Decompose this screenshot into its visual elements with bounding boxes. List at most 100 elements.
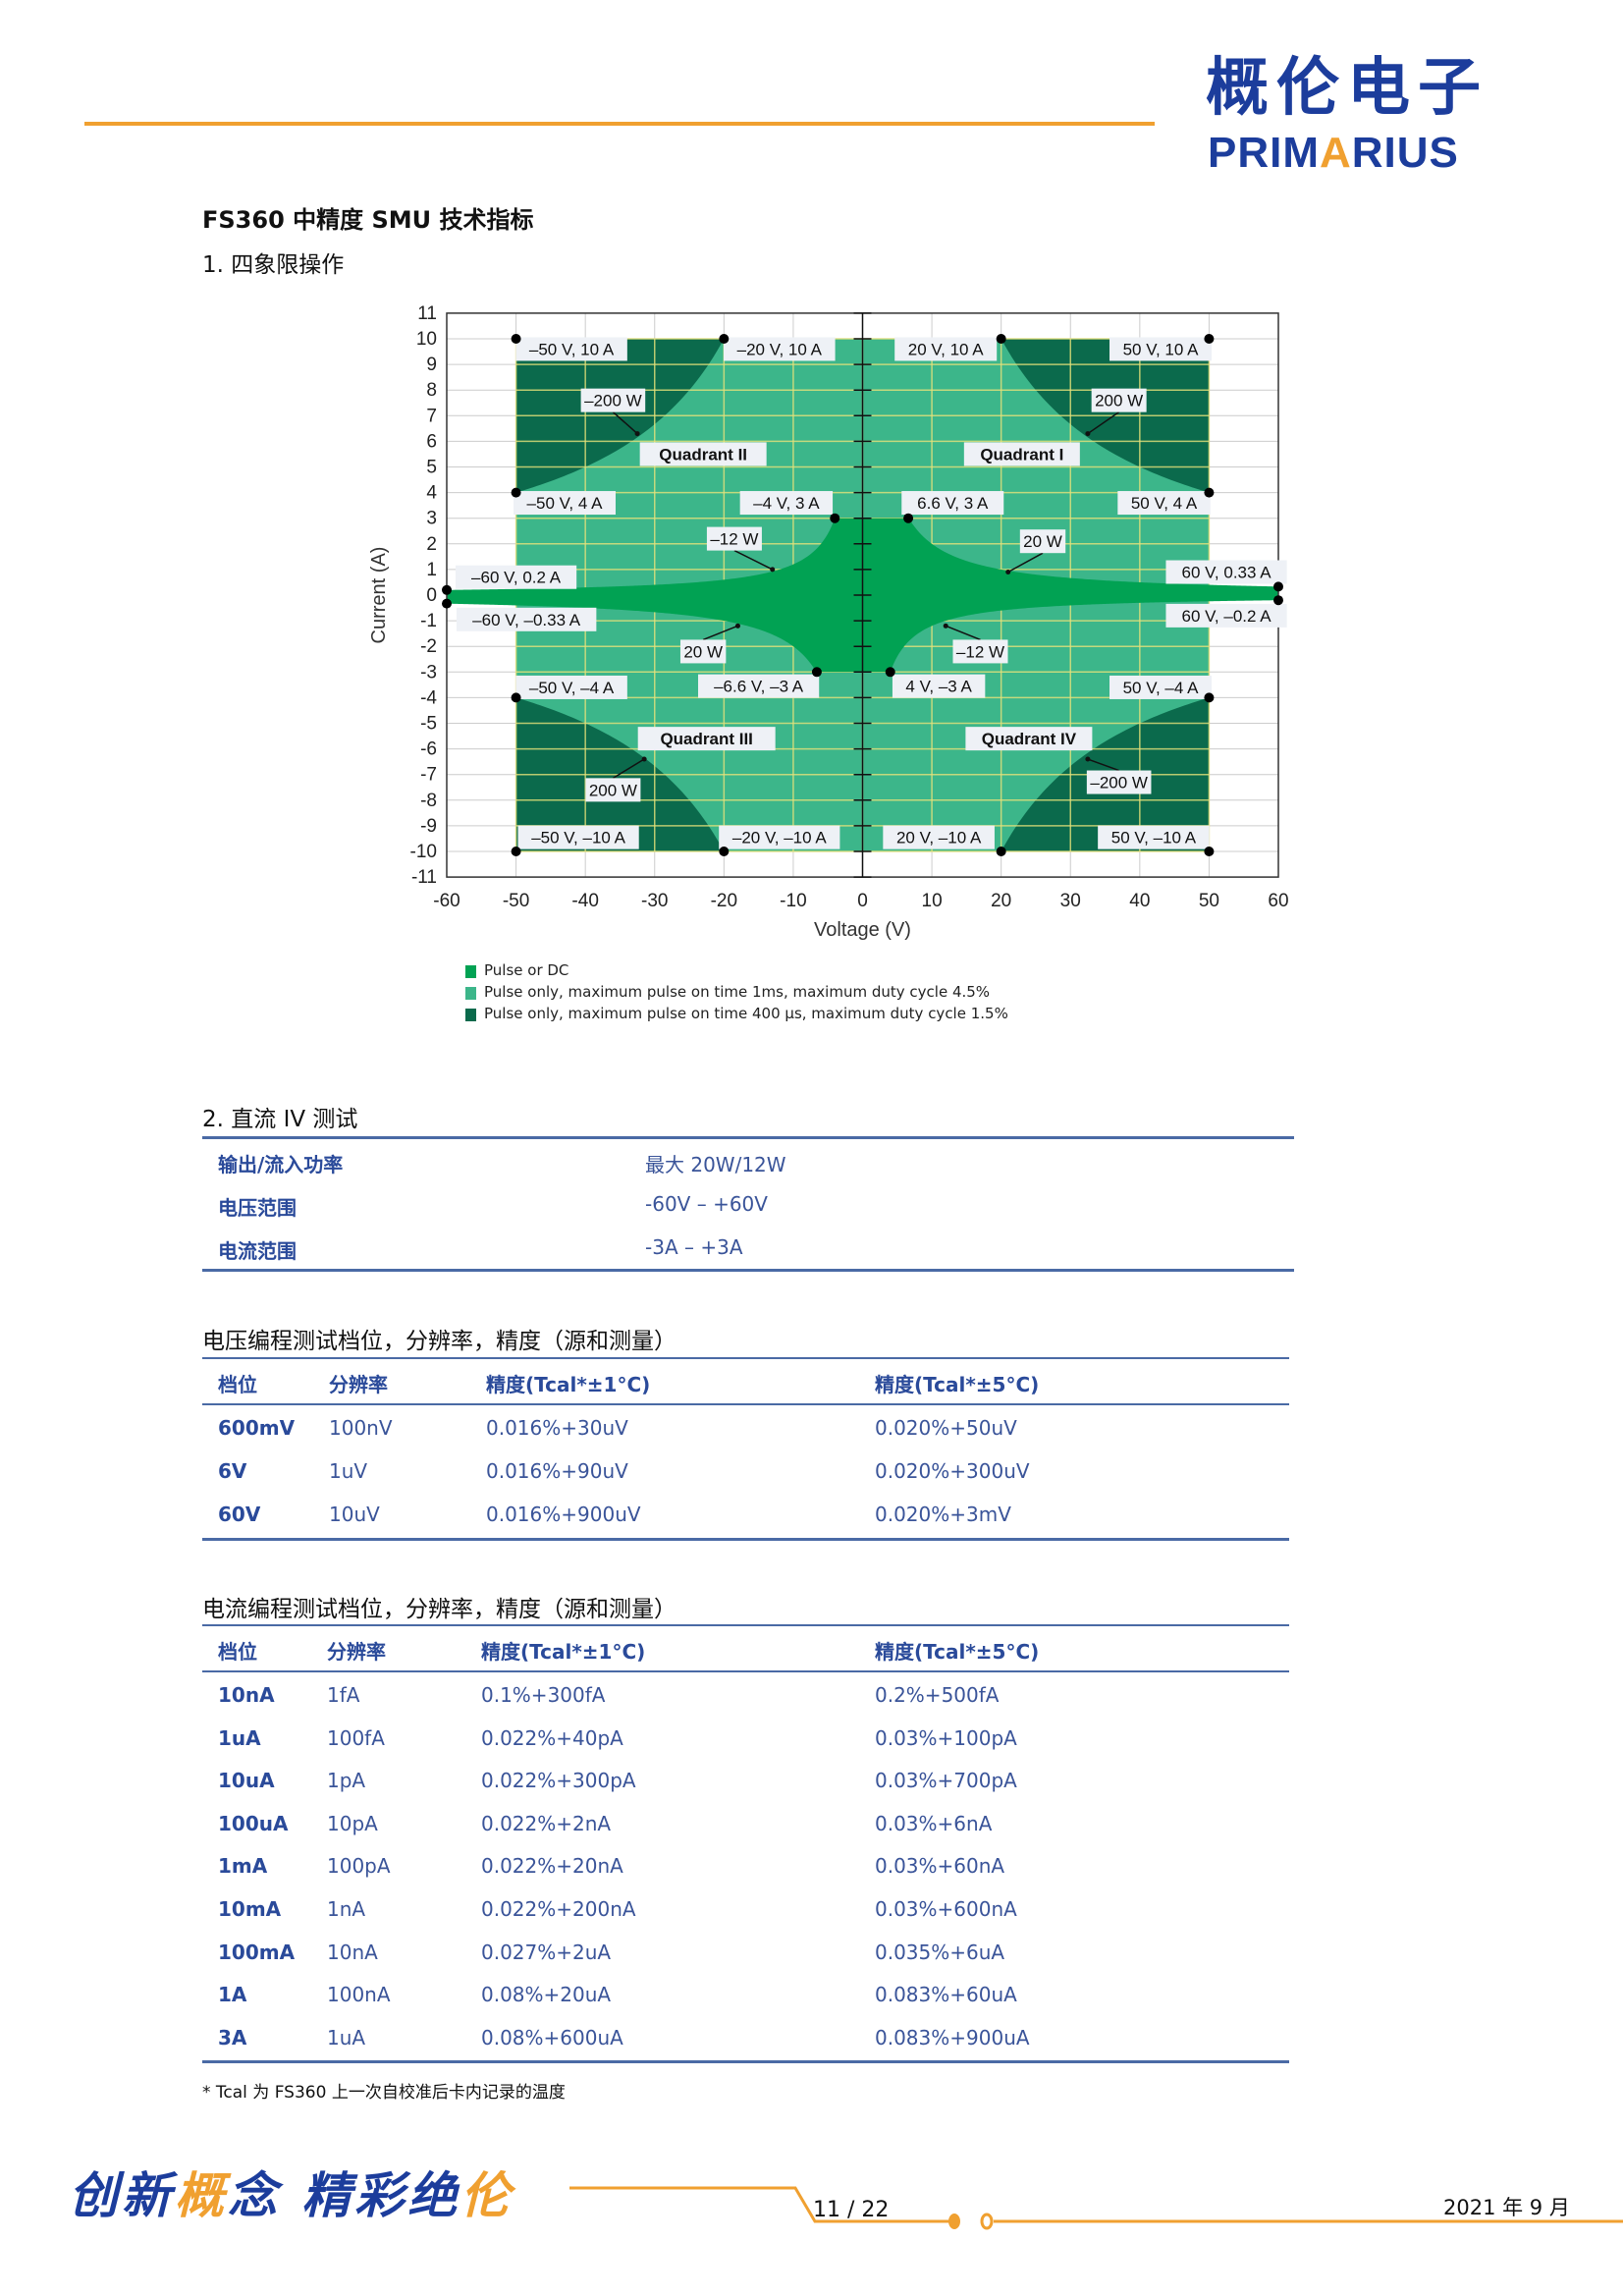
table-rule xyxy=(202,1357,1289,1359)
y-tick-label: -4 xyxy=(420,687,437,708)
table-cell: 0.027%+2uA xyxy=(481,1940,612,1964)
data-point xyxy=(511,692,521,703)
x-tick-label: 60 xyxy=(1268,891,1288,911)
spec-label: 电流范围 xyxy=(218,1239,297,1263)
annotation-arrow xyxy=(1087,758,1119,772)
annotation-box xyxy=(901,491,1004,516)
legend-label: Pulse or DC xyxy=(484,961,569,979)
annotation-label: –50 V, –10 A xyxy=(531,829,625,847)
company-logo-cn: 概伦电子 xyxy=(1206,52,1488,125)
table-cell: 0.020%+50uV xyxy=(875,1416,1017,1440)
logo-text: PRIM xyxy=(1208,129,1320,177)
x-tick-label: -30 xyxy=(641,891,668,911)
annotation-box xyxy=(1086,770,1152,794)
arrow-head xyxy=(770,567,776,573)
y-tick-label: -6 xyxy=(420,739,437,760)
range-cell: 1mA xyxy=(218,1854,268,1879)
arrow-head xyxy=(634,431,640,437)
annotation-box xyxy=(719,825,840,849)
company-logo-en: PRIMARIUS xyxy=(1208,132,1459,175)
annotation-label: 20 W xyxy=(1023,532,1062,551)
table-cell: 100fA xyxy=(327,1725,385,1750)
y-tick-label: -7 xyxy=(420,765,437,786)
table-cell: 0.03%+600nA xyxy=(875,1897,1017,1921)
annotation-label: 50 V, –4 A xyxy=(1123,679,1200,697)
column-header: 精度(Tcal*±5°C) xyxy=(875,1373,1040,1396)
data-point xyxy=(442,598,452,609)
data-point xyxy=(442,584,452,595)
logo-text: RIUS xyxy=(1351,129,1459,177)
table-rule xyxy=(202,1624,1289,1626)
data-point xyxy=(719,847,730,856)
annotation-box xyxy=(585,778,641,802)
table-rule xyxy=(202,1403,1289,1405)
table-cell: 1uV xyxy=(329,1459,368,1483)
annotation-box xyxy=(1019,529,1066,554)
range-cell: 10nA xyxy=(218,1683,275,1707)
range-cell: 100uA xyxy=(218,1811,289,1835)
annotation-label: 200 W xyxy=(1095,392,1143,410)
x-tick-label: -40 xyxy=(571,891,598,911)
slogan-text: 伦 xyxy=(460,2166,514,2224)
x-tick-label: -20 xyxy=(711,891,737,911)
y-tick-label: 2 xyxy=(426,534,437,555)
data-point xyxy=(811,667,822,678)
annotation-box xyxy=(1098,825,1210,849)
annotation-box xyxy=(724,337,836,361)
table-cell: 0.022%+40pA xyxy=(481,1725,623,1750)
table-cell: 0.2%+500fA xyxy=(875,1683,1000,1707)
table-cell: 0.08%+600uA xyxy=(481,2025,623,2050)
quadrant-label: Quadrant III xyxy=(660,730,752,748)
section-heading-dc-iv: 2. 直流 IV 测试 xyxy=(202,1107,358,1132)
data-point xyxy=(1204,692,1215,703)
annotation-arrow xyxy=(702,625,738,641)
annotation-label: –12 W xyxy=(956,642,1004,661)
annotation-box xyxy=(965,727,1093,751)
data-point xyxy=(903,513,914,523)
four-quadrant-chart: -60 -50 -40 -30 -20 -10 0 10 20 30 40 50 60-11-10-9-… xyxy=(368,303,1289,941)
table-cell: 1fA xyxy=(327,1683,360,1707)
column-header: 档位 xyxy=(218,1640,257,1664)
table-cell: 100pA xyxy=(327,1854,391,1879)
slogan: 创新概念 精彩绝伦 xyxy=(69,2157,514,2227)
data-point xyxy=(996,847,1006,856)
slogan-text: 创新 xyxy=(69,2166,175,2224)
y-tick-label: -10 xyxy=(410,842,437,862)
data-point xyxy=(885,667,895,678)
footer-decoration xyxy=(569,2186,1623,2230)
legend-swatch xyxy=(465,965,476,978)
section-heading-quadrant: 1. 四象限操作 xyxy=(202,252,345,278)
y-tick-label: 8 xyxy=(426,380,437,401)
annotation-box xyxy=(894,337,998,361)
x-tick-label: 40 xyxy=(1129,891,1150,911)
annotation-label: 200 W xyxy=(589,781,637,799)
y-tick-label: 6 xyxy=(426,431,437,452)
column-header: 精度(Tcal*±5°C) xyxy=(875,1640,1040,1664)
arrow-head xyxy=(641,756,647,762)
voltage-table-title: 电压编程测试档位，分辨率，精度（源和测量） xyxy=(202,1329,676,1354)
annotation-box xyxy=(883,825,995,849)
annotation-box xyxy=(517,825,639,849)
table-cell: 0.020%+300uV xyxy=(875,1459,1030,1483)
annotation-box xyxy=(637,727,776,751)
x-tick-label: 30 xyxy=(1060,891,1081,911)
table-cell: 0.022%+20nA xyxy=(481,1854,623,1879)
annotation-label: 20 W xyxy=(683,642,723,661)
y-tick-label: -8 xyxy=(420,791,437,811)
annotation-arrow xyxy=(733,549,774,571)
column-header: 档位 xyxy=(218,1373,257,1396)
quadrant-label: Quadrant IV xyxy=(982,730,1077,748)
table-cell: 0.035%+6uA xyxy=(875,1940,1005,1964)
data-point xyxy=(1204,334,1215,344)
x-tick-label: 10 xyxy=(922,891,943,911)
range-cell: 60V xyxy=(218,1503,261,1526)
x-axis-title: Voltage (V) xyxy=(814,919,911,941)
annotation-label: –60 V, 0.2 A xyxy=(471,569,562,587)
y-tick-label: -9 xyxy=(420,816,437,837)
table-rule xyxy=(202,1670,1289,1672)
annotation-box xyxy=(706,526,762,551)
document-date: 2021 年 9 月 xyxy=(1443,2196,1570,2219)
legend-swatch xyxy=(465,1009,476,1021)
annotation-label: 60 V, –0.2 A xyxy=(1182,607,1272,626)
data-point xyxy=(511,847,521,856)
